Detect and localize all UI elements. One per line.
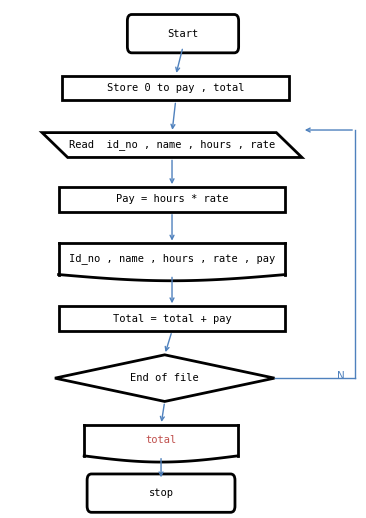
- Bar: [59, 306, 285, 331]
- Text: Total = total + pay: Total = total + pay: [113, 313, 231, 324]
- Text: N: N: [337, 370, 344, 381]
- Text: Store 0 to pay , total: Store 0 to pay , total: [107, 83, 244, 93]
- Bar: [59, 187, 285, 212]
- Bar: [62, 76, 289, 100]
- Polygon shape: [42, 133, 302, 157]
- Text: Id_no , name , hours , rate , pay: Id_no , name , hours , rate , pay: [69, 253, 275, 265]
- Polygon shape: [84, 425, 238, 462]
- FancyBboxPatch shape: [87, 474, 235, 512]
- FancyBboxPatch shape: [127, 15, 239, 53]
- Text: stop: stop: [149, 488, 173, 498]
- Polygon shape: [59, 243, 285, 281]
- Text: Start: Start: [167, 28, 199, 39]
- Text: End of file: End of file: [130, 373, 199, 383]
- Text: Pay = hours * rate: Pay = hours * rate: [116, 194, 228, 205]
- Text: total: total: [145, 435, 177, 445]
- Polygon shape: [55, 355, 274, 401]
- Text: Read  id_no , name , hours , rate: Read id_no , name , hours , rate: [69, 139, 275, 151]
